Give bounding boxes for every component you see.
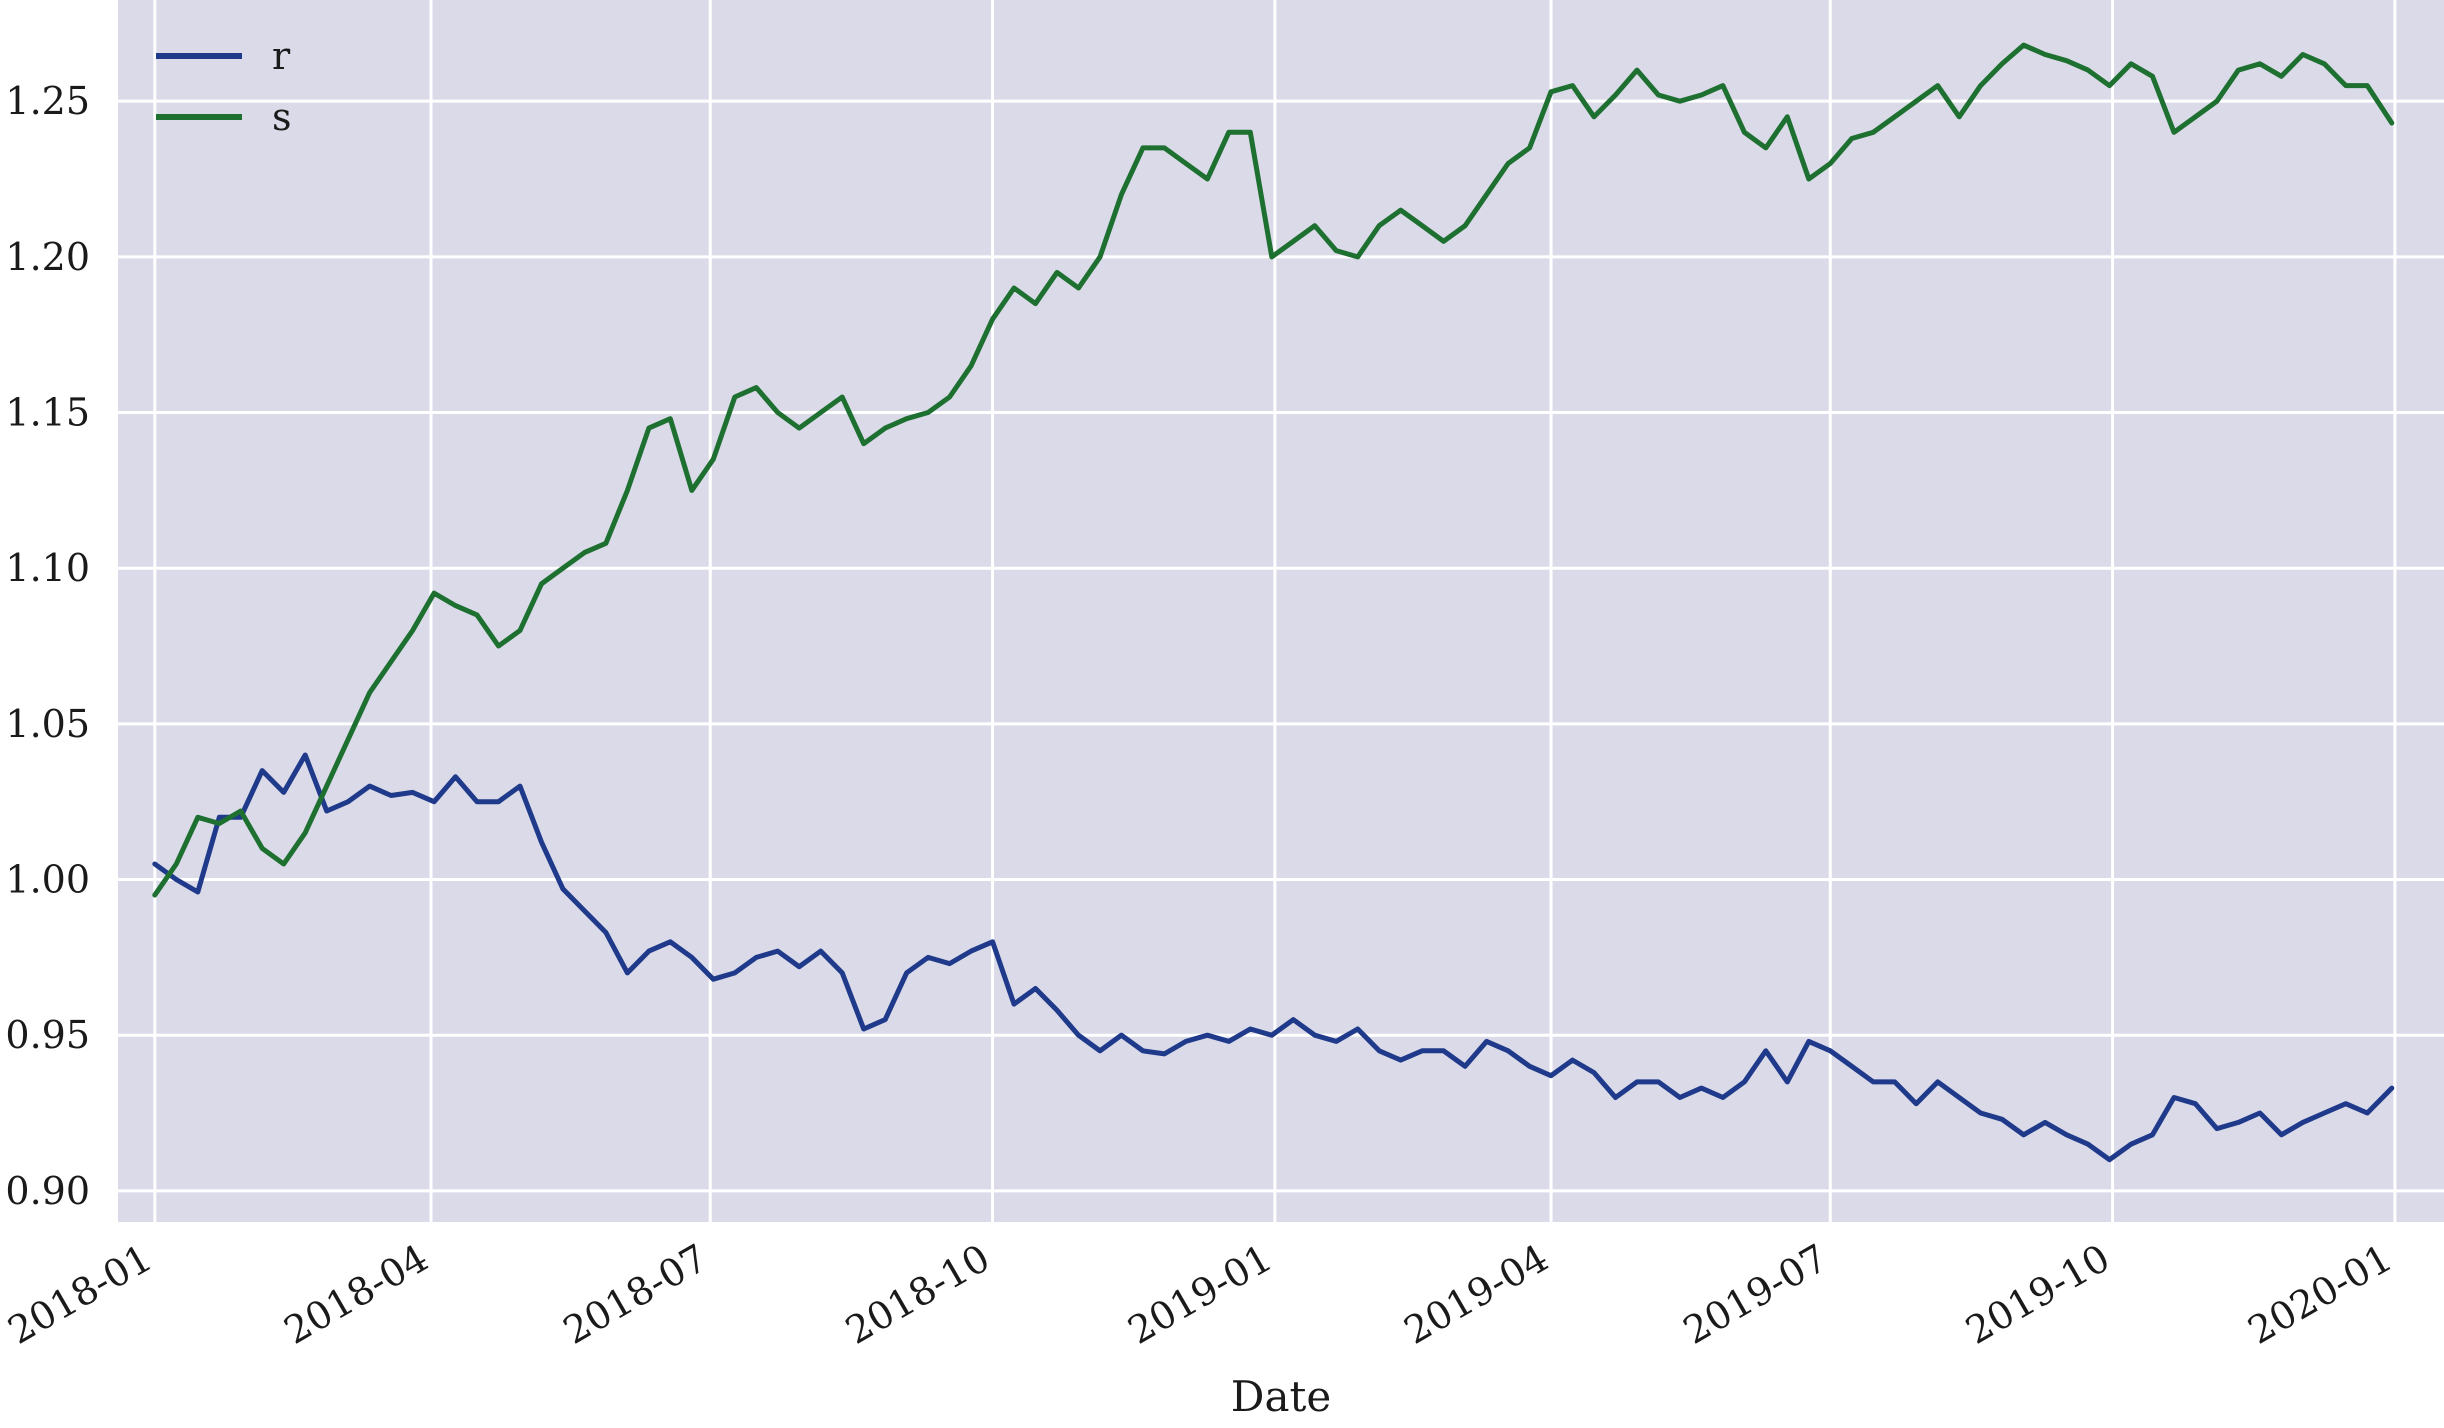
x-tick-label: 2018-04 bbox=[277, 1236, 436, 1353]
series-lines bbox=[152, 42, 2395, 1163]
y-axis-ticks: 0.90 0.95 1.00 1.05 1.10 1.15 1.20 1.25 bbox=[5, 79, 90, 1213]
series-line-s bbox=[152, 42, 2395, 898]
series-line-r bbox=[152, 752, 2395, 1163]
grid-lines bbox=[118, 0, 2444, 1222]
plot-area bbox=[118, 0, 2444, 1222]
x-tick-label: 2020-01 bbox=[2241, 1236, 2400, 1353]
x-axis-title: Date bbox=[1231, 1372, 1331, 1421]
x-tick-label: 2019-10 bbox=[1958, 1236, 2117, 1353]
legend: rs bbox=[156, 34, 292, 139]
legend-label-r: r bbox=[272, 34, 291, 78]
y-tick-label: 1.00 bbox=[5, 858, 90, 902]
x-tick-label: 2018-07 bbox=[556, 1236, 715, 1353]
y-tick-label: 0.90 bbox=[5, 1169, 90, 1213]
y-tick-label: 1.20 bbox=[5, 235, 90, 279]
x-axis-ticks: 2018-01 2018-04 2018-07 2018-10 2019-01 2019-… bbox=[1, 1236, 2400, 1353]
legend-label-s: s bbox=[272, 95, 292, 139]
y-tick-label: 1.05 bbox=[5, 702, 90, 746]
x-tick-label: 2019-07 bbox=[1676, 1236, 1835, 1353]
x-tick-label: 2018-01 bbox=[1, 1236, 160, 1353]
y-tick-label: 1.25 bbox=[5, 79, 90, 123]
x-tick-label: 2019-04 bbox=[1397, 1236, 1556, 1353]
x-tick-label: 2019-01 bbox=[1121, 1236, 1280, 1353]
y-tick-label: 0.95 bbox=[5, 1013, 90, 1057]
x-tick-label: 2018-10 bbox=[838, 1236, 997, 1353]
y-tick-label: 1.10 bbox=[5, 546, 90, 590]
y-tick-label: 1.15 bbox=[5, 391, 90, 435]
